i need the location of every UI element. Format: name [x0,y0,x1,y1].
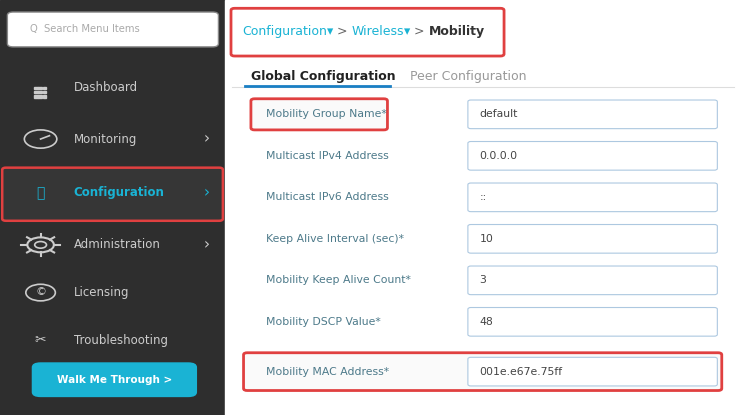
Text: Mobility Group Name*: Mobility Group Name* [266,109,387,120]
Text: Multicast IPv6 Address: Multicast IPv6 Address [266,192,388,203]
Text: Global Configuration: Global Configuration [251,70,396,83]
Text: 🔧: 🔧 [36,186,45,200]
Bar [34,87,38,89]
Text: Multicast IPv4 Address: Multicast IPv4 Address [266,151,388,161]
Bar [43,91,46,93]
Bar [38,95,42,98]
Text: 0.0.0.0: 0.0.0.0 [480,151,518,161]
Text: ✂: ✂ [35,333,46,347]
Text: Administration: Administration [74,238,161,251]
Text: Configuration: Configuration [242,25,327,38]
FancyBboxPatch shape [468,225,717,253]
Text: Troubleshooting: Troubleshooting [74,334,168,347]
Text: ::: :: [480,192,487,203]
Text: 10: 10 [480,234,494,244]
Text: Mobility: Mobility [429,25,485,38]
Bar [38,87,42,89]
FancyBboxPatch shape [244,353,722,391]
Bar [38,91,42,93]
FancyBboxPatch shape [468,266,717,295]
FancyBboxPatch shape [251,99,387,130]
Text: Dashboard: Dashboard [74,81,138,94]
Text: ▾: ▾ [404,25,410,38]
FancyBboxPatch shape [231,8,504,56]
Text: >: > [410,25,429,38]
Text: Licensing: Licensing [74,286,129,299]
Bar [43,87,46,89]
Bar [225,0,738,415]
Text: Mobility DSCP Value*: Mobility DSCP Value* [266,317,380,327]
Text: 48: 48 [480,317,494,327]
Text: ›: › [204,237,210,252]
Text: Mobility Keep Alive Count*: Mobility Keep Alive Count* [266,275,410,286]
Text: Monitoring: Monitoring [74,132,137,146]
FancyBboxPatch shape [468,183,717,212]
FancyBboxPatch shape [468,357,717,386]
Text: Q  Search Menu Items: Q Search Menu Items [30,24,139,34]
Text: default: default [480,109,518,120]
Text: Peer Configuration: Peer Configuration [410,70,526,83]
Bar [34,95,38,98]
Text: Configuration: Configuration [74,186,165,200]
Text: Wireless: Wireless [352,25,404,38]
Bar [34,91,38,93]
FancyBboxPatch shape [468,100,717,129]
FancyBboxPatch shape [7,12,218,47]
Text: ©: © [35,288,46,298]
Text: Keep Alive Interval (sec)*: Keep Alive Interval (sec)* [266,234,404,244]
Text: >: > [333,25,352,38]
Text: Walk Me Through >: Walk Me Through > [57,375,172,385]
Bar [0,0,225,415]
Text: 001e.e67e.75ff: 001e.e67e.75ff [480,366,563,377]
Text: ›: › [204,186,210,200]
Bar [43,95,46,98]
FancyBboxPatch shape [468,308,717,336]
FancyBboxPatch shape [32,362,197,397]
FancyBboxPatch shape [468,142,717,170]
Text: ›: › [204,132,210,146]
FancyBboxPatch shape [2,168,223,221]
Text: Mobility MAC Address*: Mobility MAC Address* [266,366,389,377]
Text: ▾: ▾ [327,25,333,38]
Text: 3: 3 [480,275,486,286]
